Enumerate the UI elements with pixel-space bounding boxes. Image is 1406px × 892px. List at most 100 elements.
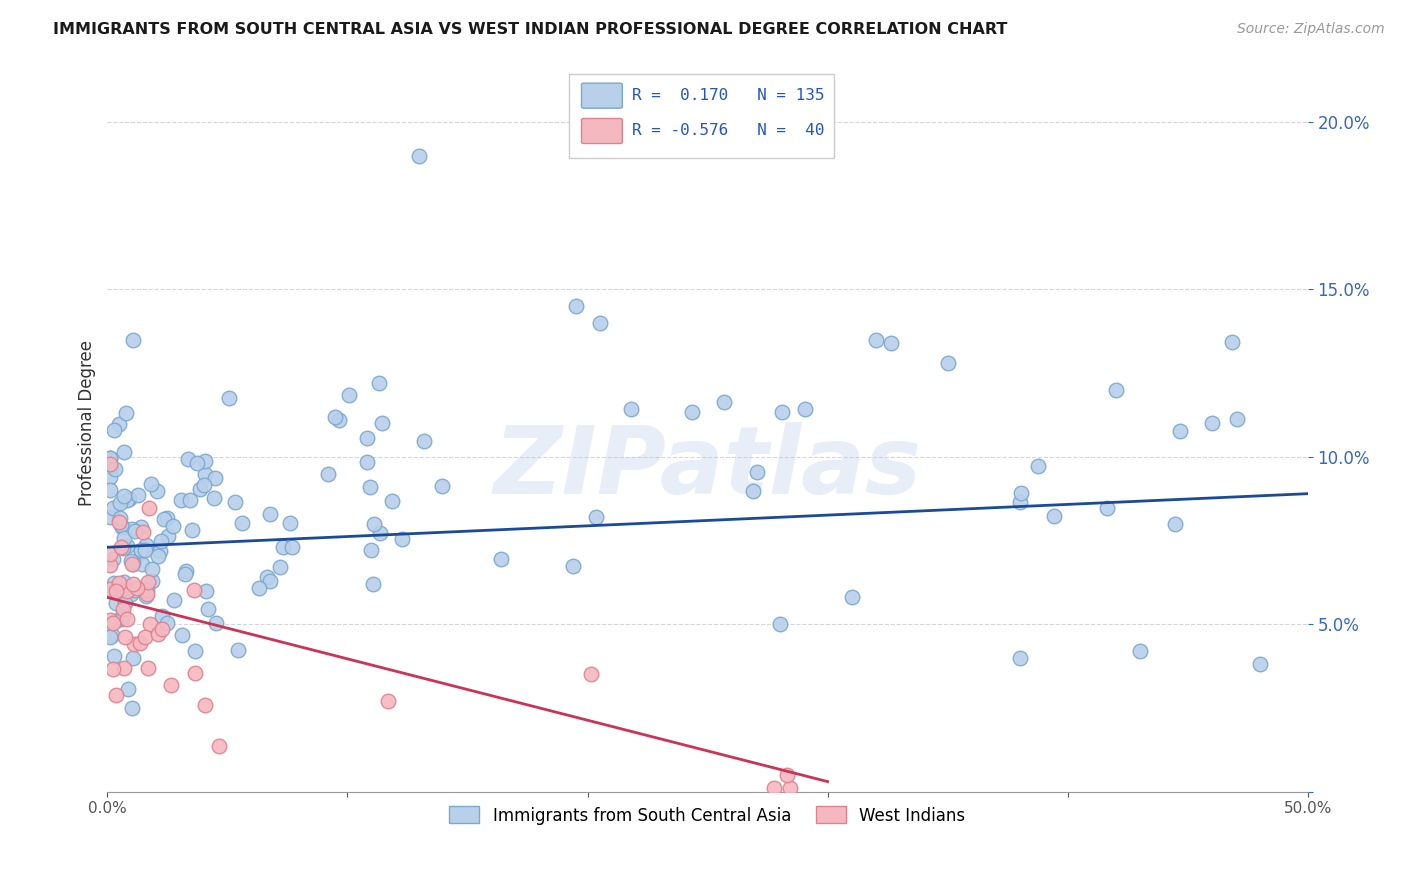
Point bbox=[247, 581, 270, 595]
Point bbox=[194, 698, 217, 712]
Point bbox=[205, 616, 228, 631]
Point bbox=[135, 538, 157, 552]
Point bbox=[104, 596, 127, 610]
Point bbox=[134, 542, 156, 557]
Point bbox=[637, 98, 659, 112]
Point bbox=[174, 564, 197, 578]
Point bbox=[1043, 509, 1066, 524]
Point bbox=[110, 511, 132, 525]
Point bbox=[156, 511, 179, 525]
Point bbox=[98, 450, 121, 465]
Point bbox=[339, 388, 361, 402]
Point bbox=[136, 587, 159, 601]
Point bbox=[377, 694, 399, 708]
Point bbox=[101, 616, 124, 631]
Point bbox=[101, 627, 124, 641]
Point bbox=[150, 608, 173, 623]
Point bbox=[121, 701, 143, 715]
Point bbox=[121, 555, 143, 569]
Point bbox=[183, 583, 205, 598]
Point bbox=[259, 574, 281, 588]
Point bbox=[117, 682, 139, 697]
Point bbox=[104, 689, 127, 703]
Point bbox=[103, 423, 125, 437]
Point bbox=[562, 559, 585, 574]
Text: R = -0.576   N =  40: R = -0.576 N = 40 bbox=[631, 123, 824, 138]
Point bbox=[356, 455, 378, 469]
Point bbox=[112, 489, 135, 503]
Point bbox=[122, 557, 145, 571]
Point bbox=[432, 479, 454, 493]
Point bbox=[136, 661, 159, 675]
Point bbox=[620, 402, 643, 417]
Point bbox=[141, 574, 163, 588]
Point bbox=[110, 582, 132, 597]
Point bbox=[129, 520, 152, 534]
FancyBboxPatch shape bbox=[569, 73, 834, 158]
Point bbox=[98, 451, 121, 466]
Legend: Immigrants from South Central Asia, West Indians: Immigrants from South Central Asia, West… bbox=[443, 799, 973, 831]
Point bbox=[278, 516, 301, 530]
Point bbox=[112, 444, 135, 458]
Point bbox=[108, 576, 131, 591]
Point bbox=[218, 391, 240, 405]
Point bbox=[114, 531, 136, 545]
Point bbox=[122, 333, 145, 347]
Point bbox=[770, 405, 793, 419]
Point bbox=[98, 614, 121, 628]
Point bbox=[138, 501, 160, 516]
Point bbox=[776, 768, 799, 782]
Point bbox=[131, 545, 153, 559]
Point bbox=[363, 517, 385, 532]
Point bbox=[125, 581, 148, 595]
Point bbox=[491, 552, 513, 566]
Point bbox=[162, 519, 184, 533]
Point bbox=[391, 532, 413, 546]
Point bbox=[129, 636, 152, 650]
Point bbox=[103, 662, 125, 676]
Point bbox=[188, 482, 211, 496]
Point bbox=[120, 554, 142, 568]
Point bbox=[110, 540, 132, 554]
Point bbox=[146, 549, 169, 563]
Point bbox=[117, 584, 139, 599]
Point bbox=[173, 566, 195, 581]
Point bbox=[138, 617, 160, 632]
Point bbox=[412, 434, 434, 448]
Point bbox=[110, 518, 132, 533]
Point bbox=[153, 512, 176, 526]
Point bbox=[172, 628, 194, 642]
Point bbox=[184, 644, 207, 658]
Point bbox=[127, 488, 149, 502]
Text: ZIPatlas: ZIPatlas bbox=[494, 422, 921, 514]
Point bbox=[131, 524, 153, 539]
Point bbox=[134, 630, 156, 644]
Point bbox=[136, 575, 159, 590]
Point bbox=[103, 461, 125, 475]
Point bbox=[281, 540, 304, 554]
Point bbox=[564, 299, 586, 313]
Point bbox=[371, 416, 394, 430]
Point bbox=[794, 401, 817, 416]
Point bbox=[768, 617, 790, 632]
Point bbox=[186, 456, 208, 470]
Point bbox=[100, 460, 122, 475]
Point bbox=[197, 602, 219, 616]
Point bbox=[98, 582, 121, 596]
Point bbox=[360, 543, 382, 558]
Point bbox=[135, 589, 157, 603]
Point bbox=[156, 615, 179, 630]
Point bbox=[359, 480, 381, 494]
Point bbox=[271, 540, 294, 554]
Point bbox=[98, 547, 121, 561]
Point bbox=[226, 643, 249, 657]
Point bbox=[1226, 412, 1249, 426]
Point bbox=[779, 781, 801, 796]
Point bbox=[122, 637, 145, 651]
Point bbox=[208, 739, 231, 754]
Point bbox=[1129, 644, 1152, 658]
Point bbox=[1220, 335, 1243, 350]
Point bbox=[1249, 657, 1271, 672]
Point bbox=[112, 541, 135, 556]
Point bbox=[118, 492, 141, 507]
